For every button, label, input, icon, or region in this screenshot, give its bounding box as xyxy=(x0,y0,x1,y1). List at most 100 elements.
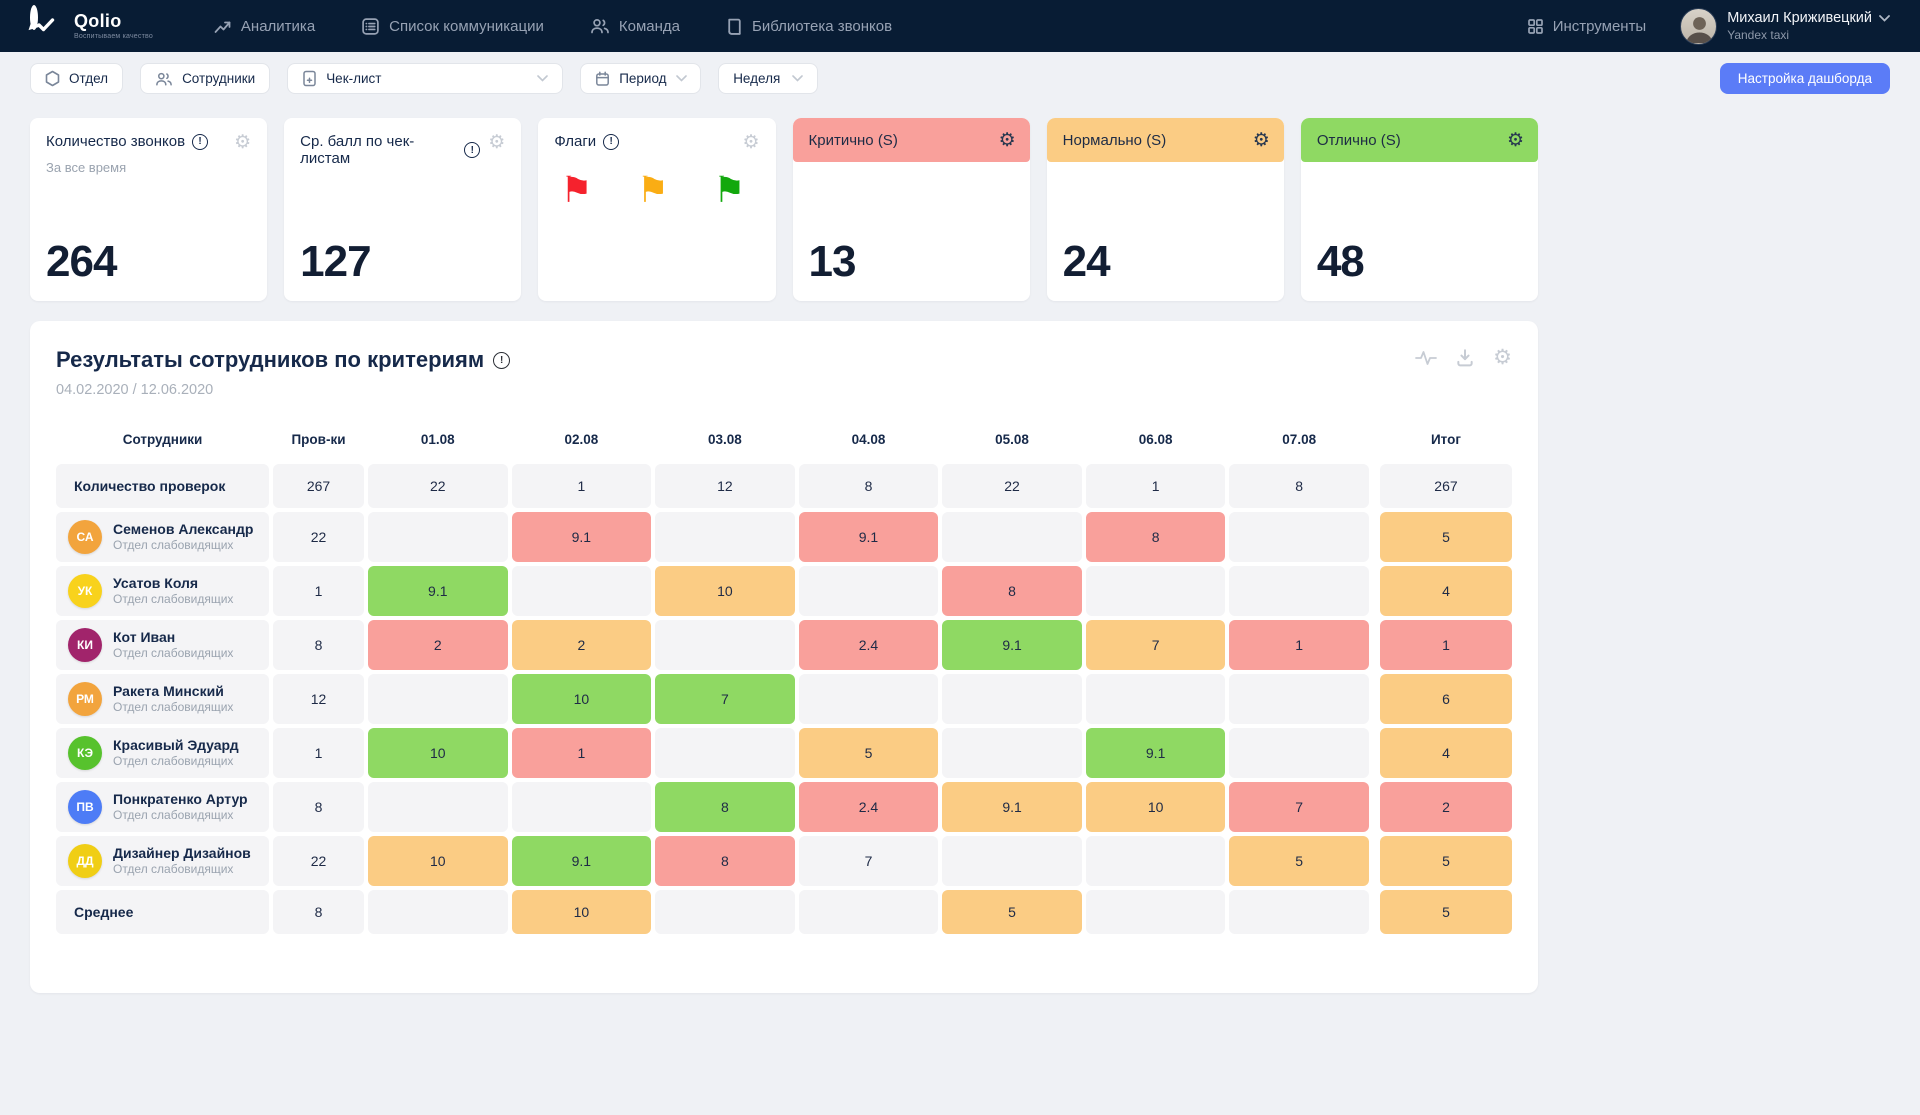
download-icon[interactable] xyxy=(1455,348,1475,368)
department-filter-button[interactable]: Отдел xyxy=(30,63,124,94)
score-cell[interactable]: 7 xyxy=(655,674,795,724)
score-cell[interactable]: 10 xyxy=(1085,782,1226,832)
info-icon[interactable]: ! xyxy=(464,142,481,158)
total-cell[interactable]: 4 xyxy=(1379,566,1512,616)
total-cell[interactable]: 5 xyxy=(1379,512,1512,562)
team-icon xyxy=(590,17,610,35)
gear-icon[interactable]: ⚙ xyxy=(234,132,252,153)
checks-count-cell: 267 xyxy=(273,464,364,508)
employee-cell[interactable]: РМ Ракета Минский Отдел слабовидящих xyxy=(56,674,269,724)
gear-icon[interactable]: ⚙ xyxy=(998,129,1016,151)
total-cell[interactable]: 5 xyxy=(1379,836,1512,886)
tools-label: Инструменты xyxy=(1552,17,1647,35)
score-cell[interactable]: 9.1 xyxy=(511,836,652,886)
employee-cell[interactable]: ДД Дизайнер Дизайнов Отдел слабовидящих xyxy=(56,836,269,886)
gear-icon[interactable]: ⚙ xyxy=(1493,346,1512,369)
gear-icon[interactable]: ⚙ xyxy=(488,132,506,153)
score-cell[interactable]: 7 xyxy=(1229,782,1369,832)
employee-cell[interactable]: КИ Кот Иван Отдел слабовидящих xyxy=(56,620,269,670)
score-cell[interactable]: 10 xyxy=(655,566,795,616)
score-cell[interactable]: 8 xyxy=(655,782,795,832)
score-cell[interactable]: 9.1 xyxy=(1085,728,1226,778)
stat-cards: Количество звонков ! ⚙ За все время 264 … xyxy=(30,118,1538,301)
score-cell[interactable]: 9.1 xyxy=(798,512,939,562)
score-cell[interactable]: 8 xyxy=(655,836,795,886)
score-cell[interactable]: 2 xyxy=(511,620,652,670)
book-icon xyxy=(726,17,743,36)
gear-icon[interactable]: ⚙ xyxy=(1252,129,1270,151)
dashboard-settings-button[interactable]: Настройка дашборда xyxy=(1719,63,1890,94)
table-row: КИ Кот Иван Отдел слабовидящих 8 2 2 2.4 9.1 7 1 1 xyxy=(56,620,1512,670)
summary-label: Среднее xyxy=(74,904,134,920)
score-cell[interactable]: 7 xyxy=(1085,620,1226,670)
score-cell[interactable]: 7 xyxy=(798,836,939,886)
checks-count-cell: 1 xyxy=(273,728,364,778)
nav-item-analytics[interactable]: Аналитика xyxy=(213,18,315,35)
empty-cell xyxy=(1229,512,1369,562)
gear-icon[interactable]: ⚙ xyxy=(1506,129,1524,151)
score-cell[interactable]: 10 xyxy=(368,836,508,886)
score-cell[interactable]: 1 xyxy=(511,728,652,778)
score-cell[interactable]: 2 xyxy=(368,620,508,670)
total-cell[interactable]: 2 xyxy=(1379,782,1512,832)
week-select[interactable]: Неделя xyxy=(718,63,819,94)
qolio-logo[interactable]: Qolio Воспитываем качество xyxy=(30,5,153,43)
score-cell[interactable]: 8 xyxy=(1085,512,1226,562)
info-icon[interactable]: ! xyxy=(192,133,209,150)
score-cell[interactable]: 9.1 xyxy=(511,512,652,562)
total-cell[interactable]: 1 xyxy=(1379,620,1512,670)
checks-count-cell: 8 xyxy=(273,782,364,832)
score-cell[interactable]: 9.1 xyxy=(942,620,1082,670)
score-cell[interactable]: 10 xyxy=(368,728,508,778)
score-cell[interactable]: 5 xyxy=(798,728,939,778)
gear-icon[interactable]: ⚙ xyxy=(742,132,760,153)
card-title: Критично (S) xyxy=(808,131,898,149)
employee-cell[interactable]: СА Семенов Александр Отдел слабовидящих xyxy=(56,512,269,562)
orange-flag-icon: ⚑ xyxy=(636,169,670,210)
score-cell[interactable]: 2.4 xyxy=(798,782,939,832)
column-header: 07.08 xyxy=(1282,431,1317,447)
nav-item-communications-list[interactable]: Список коммуникации xyxy=(361,17,544,36)
score-cell[interactable]: 9.1 xyxy=(368,566,508,616)
checks-count-cell: 8 xyxy=(273,620,364,670)
employees-filter-button[interactable]: Сотрудники xyxy=(140,63,271,94)
employee-cell[interactable]: КЭ Красивый Эдуард Отдел слабовидящих xyxy=(56,728,269,778)
period-select[interactable]: Период xyxy=(580,63,702,94)
score-cell[interactable]: 12 xyxy=(655,464,795,508)
score-cell[interactable]: 5 xyxy=(1229,836,1369,886)
employee-cell[interactable]: УК Усатов Коля Отдел слабовидящих xyxy=(56,566,269,616)
score-cell[interactable]: 22 xyxy=(368,464,508,508)
score-cell[interactable]: 8 xyxy=(942,566,1082,616)
avatar: СА xyxy=(68,520,102,554)
nav-item-team[interactable]: Команда xyxy=(590,17,680,35)
info-icon[interactable]: ! xyxy=(603,133,620,150)
main-menu: Аналитика Список коммуникации Команда Би… xyxy=(213,17,892,36)
employee-texts: Усатов Коля Отдел слабовидящих xyxy=(113,574,233,608)
checklist-select[interactable]: Чек-лист xyxy=(287,63,564,94)
score-cell[interactable]: 8 xyxy=(798,464,939,508)
empty-cell xyxy=(798,890,939,934)
nav-item-calls-library[interactable]: Библиотека звонков xyxy=(726,17,892,36)
date-range: 04.02.2020 / 12.06.2020 xyxy=(56,382,214,398)
score-cell[interactable]: 2.4 xyxy=(798,620,939,670)
activity-icon[interactable] xyxy=(1415,349,1438,367)
score-cell[interactable]: 10 xyxy=(511,674,652,724)
employee-name: Усатов Коля xyxy=(113,575,199,592)
score-cell[interactable]: 22 xyxy=(942,464,1082,508)
score-cell[interactable]: 1 xyxy=(1085,464,1226,508)
total-cell[interactable]: 4 xyxy=(1379,728,1512,778)
score-cell[interactable]: 5 xyxy=(942,890,1082,934)
score-cell[interactable]: 1 xyxy=(1229,620,1369,670)
card-value: 264 xyxy=(46,237,117,286)
tools-menu[interactable]: Инструменты xyxy=(1527,17,1647,35)
score-cell[interactable]: 10 xyxy=(511,890,652,934)
score-cell[interactable]: 9.1 xyxy=(942,782,1082,832)
total-cell[interactable]: 5 xyxy=(1379,890,1512,934)
score-cell[interactable]: 8 xyxy=(1229,464,1369,508)
filter-bar: Отдел Сотрудники Чек-лист Период Неделя … xyxy=(0,52,1920,104)
user-menu[interactable]: Михаил Криживецкий Yandex taxi xyxy=(1680,7,1890,45)
employee-cell[interactable]: ПВ Понкратенко Артур Отдел слабовидящих xyxy=(56,782,269,832)
info-icon[interactable]: ! xyxy=(493,351,511,369)
total-cell[interactable]: 6 xyxy=(1379,674,1512,724)
score-cell[interactable]: 1 xyxy=(511,464,652,508)
